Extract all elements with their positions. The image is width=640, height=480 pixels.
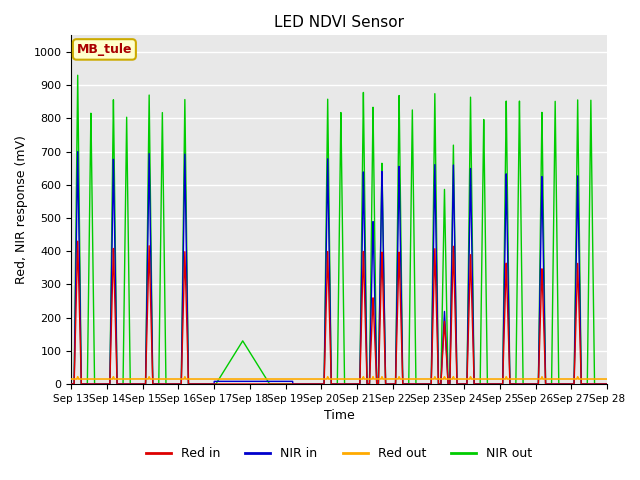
Text: MB_tule: MB_tule bbox=[77, 43, 132, 56]
Title: LED NDVI Sensor: LED NDVI Sensor bbox=[274, 15, 404, 30]
Y-axis label: Red, NIR response (mV): Red, NIR response (mV) bbox=[15, 135, 28, 284]
Legend: Red in, NIR in, Red out, NIR out: Red in, NIR in, Red out, NIR out bbox=[141, 442, 537, 465]
X-axis label: Time: Time bbox=[324, 409, 355, 422]
